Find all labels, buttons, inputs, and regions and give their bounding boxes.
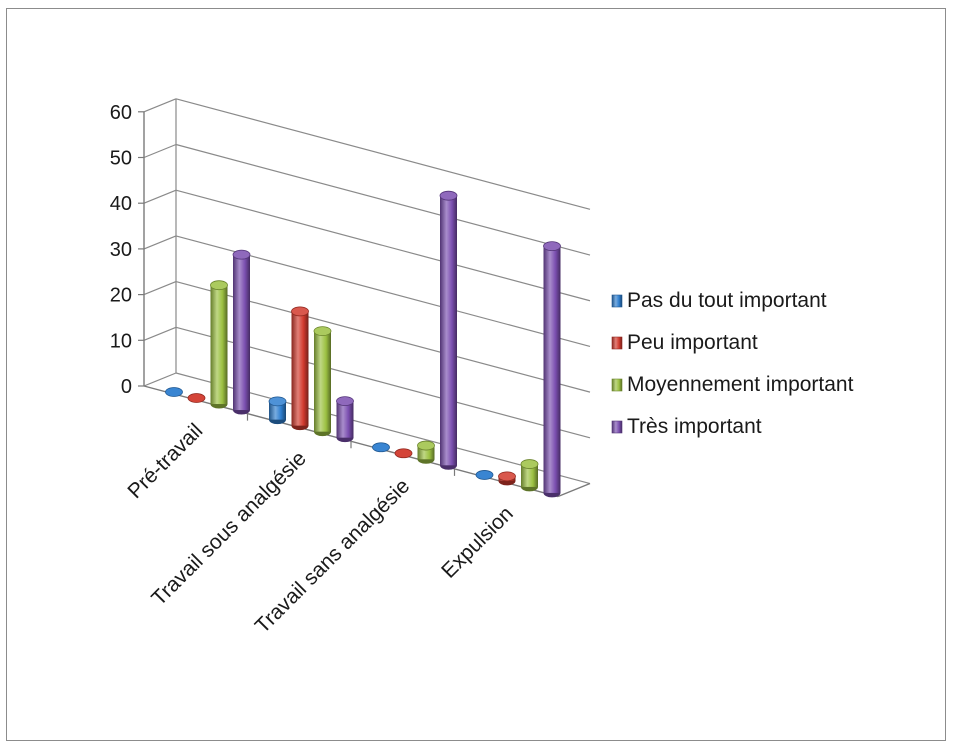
y-tick-label: 50	[110, 148, 132, 170]
bar-body-front	[336, 401, 354, 438]
bar	[417, 440, 435, 464]
legend-label: Pas du tout important	[627, 289, 827, 312]
gridline	[175, 143, 591, 256]
y-tick-label: 10	[110, 330, 132, 352]
legend-swatch	[611, 420, 623, 434]
legend-label: Peu important	[627, 331, 758, 354]
bar-body-front	[233, 254, 250, 411]
bar-body-front	[210, 285, 228, 405]
x-tick-label: Expulsion	[437, 502, 518, 583]
legend-swatch	[611, 294, 623, 308]
bar	[313, 326, 332, 437]
bar-top	[187, 393, 206, 403]
bar	[291, 306, 309, 431]
bar-top	[232, 249, 251, 260]
bar-top	[313, 326, 332, 337]
bar-top	[210, 280, 228, 291]
bar	[475, 470, 494, 480]
bar-body-front	[440, 195, 457, 466]
bar-top	[498, 471, 516, 482]
bar	[372, 442, 390, 453]
bar-top	[372, 442, 390, 453]
floor-right-edge	[557, 482, 591, 498]
legend-swatch	[611, 378, 623, 392]
y-tick-label: 60	[110, 102, 132, 124]
bar-body-front	[314, 331, 331, 432]
gridline-side	[143, 98, 177, 113]
chart-frame: 0 10 20 30 40 50 60 Pré-travail Travail sous ana…	[6, 8, 946, 741]
bars	[165, 190, 561, 498]
bar	[543, 241, 561, 498]
bar-body-front	[291, 311, 309, 426]
bar-top	[268, 396, 287, 407]
y-tick-label: 40	[110, 193, 132, 215]
bar-body-front	[543, 246, 561, 493]
gridline-side	[143, 372, 177, 387]
bar	[268, 396, 287, 425]
gridline-side	[143, 189, 177, 204]
gridline-side	[143, 235, 177, 250]
bar-top	[165, 387, 183, 397]
legend-item: Peu important	[611, 331, 758, 354]
y-tick-label: 20	[110, 285, 132, 307]
bar-top	[417, 440, 435, 451]
legend-item: Pas du tout important	[611, 289, 827, 312]
gridline	[175, 189, 591, 302]
bar	[165, 387, 183, 397]
bar	[336, 396, 354, 443]
legend-label: Moyennement important	[627, 373, 854, 396]
bar-top	[475, 470, 494, 480]
bar	[498, 471, 516, 486]
y-tick-label: 30	[110, 239, 132, 261]
y-tick-label: 0	[121, 376, 132, 398]
bar-top	[520, 459, 539, 469]
bar-top	[543, 241, 561, 252]
legend-swatch	[611, 336, 623, 350]
bar-body-front	[521, 464, 538, 487]
bar-body-front	[269, 401, 286, 420]
legend: Pas du tout important Peu important Moyenn…	[611, 289, 854, 438]
bar	[210, 280, 228, 409]
bar	[187, 393, 206, 403]
bar	[439, 190, 458, 470]
bar	[394, 448, 413, 459]
gridline	[175, 98, 591, 210]
x-tick-label: Travail sans analgésie	[251, 474, 414, 637]
legend-item: Moyennement important	[611, 373, 854, 396]
bar	[520, 459, 539, 492]
bar	[232, 249, 251, 415]
gridline-side	[143, 326, 177, 341]
legend-item: Très important	[611, 415, 762, 438]
gridline-side	[143, 143, 177, 159]
bar-top	[291, 306, 309, 317]
legend-label: Très important	[627, 415, 762, 438]
bar-top	[439, 190, 458, 201]
gridline-side	[143, 281, 177, 296]
x-tick-label: Pré-travail	[123, 419, 207, 503]
bar-top	[394, 448, 413, 459]
bar-top	[336, 396, 354, 407]
